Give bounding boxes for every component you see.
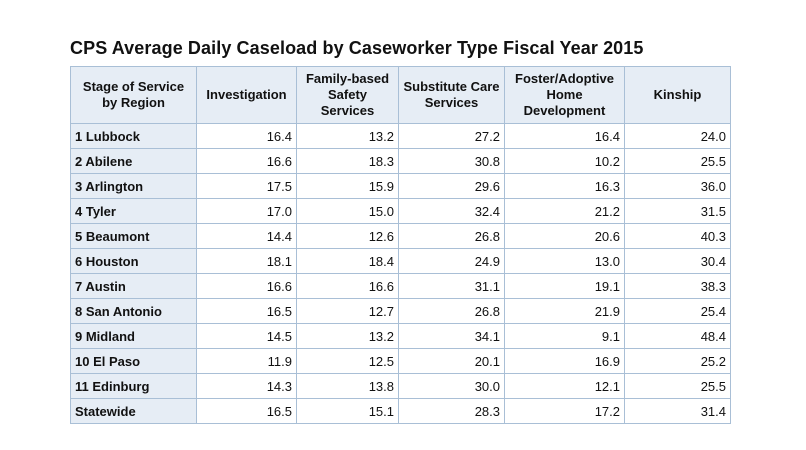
investigation-cell: 17.0 (196, 198, 297, 224)
substitute-care-services-cell: 26.8 (398, 223, 505, 249)
investigation-cell: 11.9 (196, 348, 297, 374)
region-cell: 5 Beaumont (70, 223, 197, 249)
kinship-cell: 25.5 (624, 148, 731, 174)
region-cell: 1 Lubbock (70, 123, 197, 149)
region-cell: 3 Arlington (70, 173, 197, 199)
investigation-cell: 14.4 (196, 223, 297, 249)
column-header-region: Stage of Service by Region (70, 66, 197, 124)
kinship-cell: 30.4 (624, 248, 731, 274)
table-row: 5 Beaumont 14.4 12.6 26.8 20.6 40.3 (70, 223, 731, 249)
family-based-safety-services-cell: 18.3 (296, 148, 399, 174)
foster-adoptive-home-development-cell: 17.2 (504, 398, 625, 424)
table-row: 9 Midland 14.5 13.2 34.1 9.1 48.4 (70, 323, 731, 349)
column-header-foster-adoptive-home-development: Foster/Adoptive Home Development (504, 66, 625, 124)
column-header-substitute-care-services: Substitute Care Services (398, 66, 505, 124)
family-based-safety-services-cell: 13.8 (296, 373, 399, 399)
kinship-cell: 36.0 (624, 173, 731, 199)
table-row: 2 Abilene 16.6 18.3 30.8 10.2 25.5 (70, 148, 731, 174)
substitute-care-services-cell: 29.6 (398, 173, 505, 199)
region-cell: 10 El Paso (70, 348, 197, 374)
foster-adoptive-home-development-cell: 16.3 (504, 173, 625, 199)
foster-adoptive-home-development-cell: 19.1 (504, 273, 625, 299)
family-based-safety-services-cell: 12.7 (296, 298, 399, 324)
substitute-care-services-cell: 30.8 (398, 148, 505, 174)
region-cell: Statewide (70, 398, 197, 424)
substitute-care-services-cell: 34.1 (398, 323, 505, 349)
kinship-cell: 25.5 (624, 373, 731, 399)
family-based-safety-services-cell: 13.2 (296, 323, 399, 349)
table-row: 1 Lubbock 16.4 13.2 27.2 16.4 24.0 (70, 123, 731, 149)
caseload-table: Stage of Service by Region Investigation… (70, 66, 731, 424)
family-based-safety-services-cell: 15.1 (296, 398, 399, 424)
investigation-cell: 16.5 (196, 298, 297, 324)
region-cell: 6 Houston (70, 248, 197, 274)
region-cell: 9 Midland (70, 323, 197, 349)
kinship-cell: 48.4 (624, 323, 731, 349)
investigation-cell: 16.6 (196, 148, 297, 174)
region-cell: 11 Edinburg (70, 373, 197, 399)
foster-adoptive-home-development-cell: 21.9 (504, 298, 625, 324)
table-row: 7 Austin 16.6 16.6 31.1 19.1 38.3 (70, 273, 731, 299)
family-based-safety-services-cell: 16.6 (296, 273, 399, 299)
substitute-care-services-cell: 31.1 (398, 273, 505, 299)
investigation-cell: 14.3 (196, 373, 297, 399)
foster-adoptive-home-development-cell: 9.1 (504, 323, 625, 349)
investigation-cell: 14.5 (196, 323, 297, 349)
table-title: CPS Average Daily Caseload by Caseworker… (70, 38, 644, 58)
substitute-care-services-cell: 20.1 (398, 348, 505, 374)
investigation-cell: 16.6 (196, 273, 297, 299)
region-cell: 8 San Antonio (70, 298, 197, 324)
table-row: 8 San Antonio 16.5 12.7 26.8 21.9 25.4 (70, 298, 731, 324)
foster-adoptive-home-development-cell: 13.0 (504, 248, 625, 274)
kinship-cell: 40.3 (624, 223, 731, 249)
table-row: Statewide 16.5 15.1 28.3 17.2 31.4 (70, 398, 731, 424)
region-cell: 4 Tyler (70, 198, 197, 224)
table-row: 10 El Paso 11.9 12.5 20.1 16.9 25.2 (70, 348, 731, 374)
substitute-care-services-cell: 24.9 (398, 248, 505, 274)
family-based-safety-services-cell: 12.6 (296, 223, 399, 249)
region-cell: 7 Austin (70, 273, 197, 299)
investigation-cell: 18.1 (196, 248, 297, 274)
kinship-cell: 31.4 (624, 398, 731, 424)
column-header-family-based-safety-services: Family-based Safety Services (296, 66, 399, 124)
kinship-cell: 24.0 (624, 123, 731, 149)
table-row: 11 Edinburg 14.3 13.8 30.0 12.1 25.5 (70, 373, 731, 399)
kinship-cell: 25.2 (624, 348, 731, 374)
foster-adoptive-home-development-cell: 10.2 (504, 148, 625, 174)
kinship-cell: 38.3 (624, 273, 731, 299)
substitute-care-services-cell: 30.0 (398, 373, 505, 399)
header-row: Stage of Service by Region Investigation… (70, 66, 731, 124)
column-header-kinship: Kinship (624, 66, 731, 124)
table-row: 3 Arlington 17.5 15.9 29.6 16.3 36.0 (70, 173, 731, 199)
substitute-care-services-cell: 26.8 (398, 298, 505, 324)
investigation-cell: 17.5 (196, 173, 297, 199)
table-row: 4 Tyler 17.0 15.0 32.4 21.2 31.5 (70, 198, 731, 224)
substitute-care-services-cell: 32.4 (398, 198, 505, 224)
family-based-safety-services-cell: 13.2 (296, 123, 399, 149)
family-based-safety-services-cell: 15.0 (296, 198, 399, 224)
family-based-safety-services-cell: 18.4 (296, 248, 399, 274)
substitute-care-services-cell: 28.3 (398, 398, 505, 424)
investigation-cell: 16.4 (196, 123, 297, 149)
kinship-cell: 31.5 (624, 198, 731, 224)
kinship-cell: 25.4 (624, 298, 731, 324)
foster-adoptive-home-development-cell: 16.4 (504, 123, 625, 149)
family-based-safety-services-cell: 15.9 (296, 173, 399, 199)
substitute-care-services-cell: 27.2 (398, 123, 505, 149)
region-cell: 2 Abilene (70, 148, 197, 174)
family-based-safety-services-cell: 12.5 (296, 348, 399, 374)
investigation-cell: 16.5 (196, 398, 297, 424)
foster-adoptive-home-development-cell: 12.1 (504, 373, 625, 399)
column-header-investigation: Investigation (196, 66, 297, 124)
foster-adoptive-home-development-cell: 16.9 (504, 348, 625, 374)
foster-adoptive-home-development-cell: 20.6 (504, 223, 625, 249)
table-row: 6 Houston 18.1 18.4 24.9 13.0 30.4 (70, 248, 731, 274)
foster-adoptive-home-development-cell: 21.2 (504, 198, 625, 224)
